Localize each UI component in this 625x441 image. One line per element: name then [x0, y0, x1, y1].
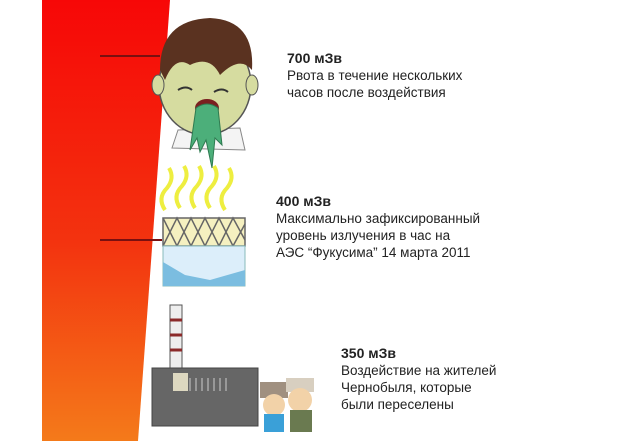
chernobyl-plant-icon	[151, 304, 314, 432]
dose-value: 350 мЗв	[341, 345, 396, 361]
dose-value: 700 мЗв	[287, 50, 342, 66]
dose-block-400: 400 мЗв Максимально зафиксированный уров…	[276, 193, 480, 261]
dose-value: 400 мЗв	[276, 193, 331, 209]
dose-block-350: 350 мЗв Воздействие на жителей Чернобыля…	[341, 345, 496, 413]
description-line: Воздействие на жителей	[341, 363, 497, 378]
description-line: Чернобыля, которые	[341, 380, 472, 395]
radiation-scale-bar	[42, 0, 170, 441]
description-line: часов после воздействия	[287, 85, 446, 100]
vomiting-boy-icon	[151, 18, 259, 169]
description-line: уровень излучения в час на	[276, 228, 451, 243]
dose-block-700: 700 мЗв Рвота в течение нескольких часов…	[287, 50, 462, 101]
description-line: Максимально зафиксированный	[276, 211, 481, 226]
description-line: были переселены	[341, 397, 454, 412]
description-line: Рвота в течение нескольких	[287, 68, 463, 83]
residents-icon	[260, 378, 314, 432]
description-line: АЭС “Фукусима” 14 марта 2011	[276, 245, 471, 260]
fukushima-reactor-icon	[159, 164, 246, 287]
